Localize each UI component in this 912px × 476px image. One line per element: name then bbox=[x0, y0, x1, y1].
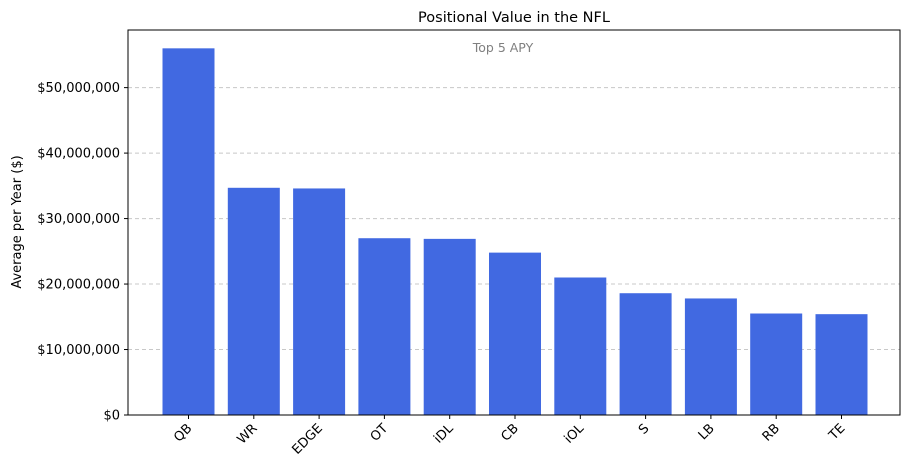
x-tick-label: iDL bbox=[431, 421, 457, 447]
y-axis-title: Average per Year ($) bbox=[10, 155, 25, 288]
y-tick-label: $20,000,000 bbox=[37, 278, 120, 293]
bar-qb bbox=[162, 48, 215, 415]
bar-wr bbox=[227, 187, 280, 415]
bar-idl bbox=[423, 238, 476, 415]
x-tick-label: QB bbox=[171, 421, 195, 445]
x-tick-label: LB bbox=[696, 421, 718, 443]
y-tick-label: $10,000,000 bbox=[37, 343, 120, 358]
bar-ot bbox=[358, 238, 411, 415]
chart-subtitle: Top 5 APY bbox=[472, 40, 534, 55]
ticks: $0 $10,000,000 $20,000,000 $30,000,000 $40,0… bbox=[37, 81, 848, 458]
bar-rb bbox=[750, 313, 803, 415]
axes bbox=[127, 29, 901, 416]
x-tick-label: RB bbox=[760, 421, 783, 444]
bar-te bbox=[815, 314, 868, 415]
bar-lb bbox=[684, 298, 737, 415]
plot-frame bbox=[127, 29, 901, 416]
x-tick-label: S bbox=[636, 421, 652, 437]
bar-s bbox=[619, 293, 672, 415]
bar-iol bbox=[554, 277, 607, 415]
x-tick-label: EDGE bbox=[290, 421, 326, 457]
chart-title: Positional Value in the NFL bbox=[418, 10, 610, 26]
x-tick-label: CB bbox=[498, 421, 521, 444]
bar-cb bbox=[489, 252, 541, 415]
bars bbox=[162, 48, 868, 415]
y-tick-label: $30,000,000 bbox=[37, 212, 120, 227]
x-tick-label: OT bbox=[368, 421, 391, 444]
y-tick-label: $50,000,000 bbox=[37, 81, 120, 96]
x-tick-label: WR bbox=[235, 421, 261, 447]
y-tick-label: $0 bbox=[103, 409, 120, 424]
x-tick-label: iOL bbox=[562, 421, 588, 447]
y-tick-label: $40,000,000 bbox=[37, 147, 120, 162]
bar-edge bbox=[293, 188, 346, 415]
x-tick-label: TE bbox=[826, 421, 849, 444]
